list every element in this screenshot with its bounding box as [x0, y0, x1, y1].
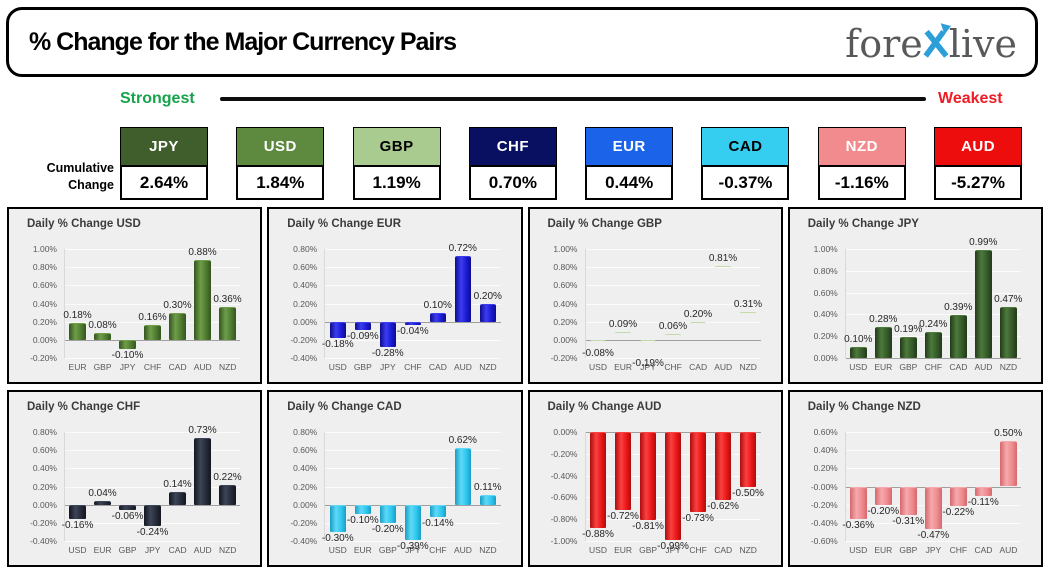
currency-column-nzd: NZD -1.16%	[817, 127, 906, 200]
charts-grid: Daily % Change USD 1.00% 0.80% 0.60% 0.40% 0…	[7, 207, 1043, 567]
currency-header: CHF	[468, 127, 557, 166]
currency-header: AUD	[934, 127, 1023, 166]
chart-title: Daily % Change NZD	[807, 401, 921, 413]
currency-header: JPY	[120, 127, 208, 166]
logo-text-fore: fore	[845, 22, 923, 66]
chart-panel-eur: Daily % Change EUR 0.80% 0.60% 0.40% 0.20% 0…	[267, 207, 523, 384]
chart-panel-jpy: Daily % Change JPY 1.00% 0.80% 0.60% 0.40% 0…	[787, 207, 1043, 384]
bar-chart-usd: 1.00% 0.80% 0.60% 0.40% 0.20% 0.00% -0.20% 0.18…	[30, 244, 242, 372]
currency-column-aud: AUD -5.27%	[934, 127, 1023, 200]
chart-panel-chf: Daily % Change CHF 0.80% 0.60% 0.40% 0.20% 0…	[7, 390, 263, 567]
currency-cumulative-value: -1.16%	[817, 166, 906, 200]
bar-chart-aud: 0.00% -0.20% -0.40% -0.60% -0.80% -1.00% -0.88…	[550, 427, 764, 555]
currency-column-gbp: GBP 1.19%	[352, 127, 441, 200]
chart-title: Daily % Change EUR	[287, 218, 401, 230]
currency-cumulative-value: -0.37%	[701, 166, 790, 200]
chart-panel-gbp: Daily % Change GBP 1.00% 0.80% 0.60% 0.40% 0…	[527, 207, 783, 384]
currency-cumulative-value: 0.70%	[468, 166, 557, 200]
bar-chart-cad: 0.80% 0.60% 0.40% 0.20% 0.00% -0.20% -0.40% -0.…	[290, 427, 502, 555]
currency-cumulative-value: 1.84%	[236, 166, 325, 200]
currency-header: EUR	[585, 127, 674, 166]
currency-header: USD	[236, 127, 325, 166]
currency-column-cad: CAD -0.37%	[701, 127, 790, 200]
bar-chart-eur: 0.80% 0.60% 0.40% 0.20% 0.00% -0.20% -0.40% -0.…	[290, 243, 502, 372]
bar-chart-chf: 0.80% 0.60% 0.40% 0.20% 0.00% -0.20% -0.40% -0.…	[30, 425, 242, 555]
chart-title: Daily % Change GBP	[547, 218, 662, 230]
cumulative-change-label: Cumulative Change	[46, 161, 114, 192]
currency-column-jpy: JPY 2.64%	[120, 127, 208, 200]
currency-header: NZD	[817, 127, 906, 166]
chart-title: Daily % Change USD	[27, 218, 141, 230]
currency-cumulative-value: -5.27%	[934, 166, 1023, 200]
currency-column-eur: EUR 0.44%	[585, 127, 674, 200]
chart-panel-nzd: Daily % Change NZD 0.60% 0.40% 0.20% -0.00%…	[787, 390, 1043, 567]
currency-cumulative-value: 2.64%	[120, 166, 208, 200]
chart-title: Daily % Change CHF	[27, 401, 141, 413]
chart-panel-cad: Daily % Change CAD 0.80% 0.60% 0.40% 0.20% 0…	[267, 390, 523, 567]
forexlive-logo: fore live	[845, 21, 1017, 63]
logo-x-icon	[921, 23, 951, 65]
bar-chart-jpy: 1.00% 0.80% 0.60% 0.40% 0.20% 0.00% 0.10% 0.28%…	[813, 237, 1023, 372]
chart-title: Daily % Change CAD	[287, 401, 402, 413]
page-title: % Change for the Major Currency Pairs	[29, 27, 457, 56]
logo-text-live: live	[948, 22, 1017, 66]
currency-header: GBP	[352, 127, 441, 166]
chart-title: Daily % Change JPY	[807, 218, 919, 230]
scale-line	[220, 97, 926, 101]
cumulative-change-table: JPY 2.64% USD 1.84% GBP 1.19% CHF 0.70% …	[120, 127, 1023, 200]
currency-header: CAD	[701, 127, 790, 166]
bar-chart-gbp: 1.00% 0.80% 0.60% 0.40% 0.20% 0.00% -0.20% -0.0…	[550, 244, 763, 372]
chart-panel-aud: Daily % Change AUD 0.00% -0.20% -0.40% -0.6…	[527, 390, 783, 567]
currency-cumulative-value: 0.44%	[585, 166, 674, 200]
currency-cumulative-value: 1.19%	[352, 166, 441, 200]
weakest-label: Weakest	[938, 90, 1003, 107]
chart-title: Daily % Change AUD	[547, 401, 662, 413]
bar-chart-nzd: 0.60% 0.40% 0.20% -0.00% -0.20% -0.40% -0.60% -…	[810, 427, 1023, 555]
strongest-label: Strongest	[120, 90, 195, 107]
currency-column-chf: CHF 0.70%	[468, 127, 557, 200]
header: % Change for the Major Currency Pairs fo…	[6, 7, 1038, 77]
currency-column-usd: USD 1.84%	[236, 127, 325, 200]
chart-panel-usd: Daily % Change USD 1.00% 0.80% 0.60% 0.40% 0…	[7, 207, 263, 384]
